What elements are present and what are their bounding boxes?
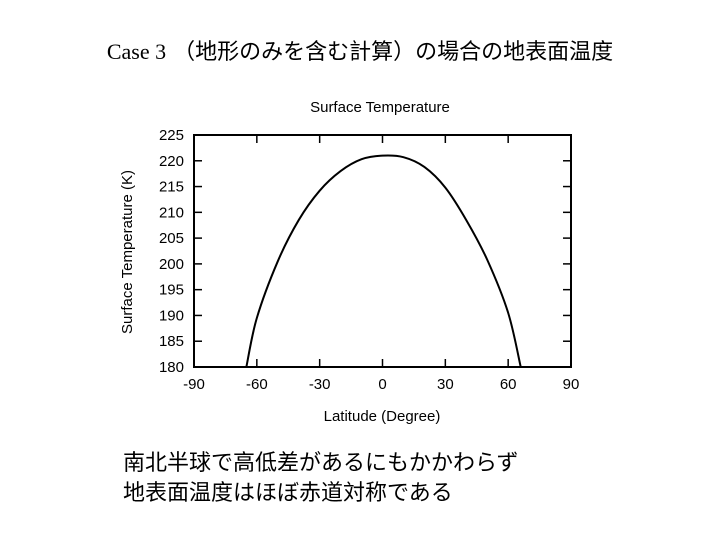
y-tick-label: 205 xyxy=(159,230,184,247)
y-tick-label: 185 xyxy=(159,333,184,350)
series-line-surface-temperature xyxy=(245,154,522,368)
caption: 南北半球で高低差があるにもかかわらず 地表面温度はほぼ赤道対称である xyxy=(123,449,519,509)
x-tick-label: 30 xyxy=(437,376,454,393)
x-tick-label: -60 xyxy=(246,376,268,393)
slide-title: Case 3 （地形のみを含む計算）の場合の地表面温度 xyxy=(0,34,720,66)
x-tick-label: 90 xyxy=(563,376,580,393)
x-tick-label: 60 xyxy=(500,376,517,393)
y-tick-label: 190 xyxy=(159,307,184,324)
y-tick-label: 210 xyxy=(159,204,184,221)
caption-line-1: 南北半球で高低差があるにもかかわらず xyxy=(123,451,519,476)
y-tick-label: 215 xyxy=(159,179,184,196)
tick-labels: -90 -60 -30 0 30 60 90 180 185 190 195 200 205 210 215… xyxy=(159,127,579,393)
x-tick-label: -30 xyxy=(309,376,331,393)
y-tick-label: 225 xyxy=(159,127,184,144)
y-tick-label: 200 xyxy=(159,256,184,273)
y-tick-label: 180 xyxy=(159,359,184,376)
caption-line-2: 地表面温度はほぼ赤道対称である xyxy=(123,481,453,506)
chart-title: Surface Temperature xyxy=(310,99,450,116)
plot-frame xyxy=(193,134,572,368)
slide-title-case-label: Case 3 xyxy=(106,39,167,64)
y-tick-label: 195 xyxy=(159,282,184,299)
y-tick-label: 220 xyxy=(159,153,184,170)
x-tick-label: -90 xyxy=(183,376,205,393)
x-axis-label: Latitude (Degree) xyxy=(324,408,441,425)
slide-title-text: （地形のみを含む計算）の場合の地表面温度 xyxy=(173,40,614,65)
y-axis-label: Surface Temperature (K) xyxy=(119,170,136,334)
axis-ticks xyxy=(193,134,572,368)
x-tick-label: 0 xyxy=(378,376,386,393)
